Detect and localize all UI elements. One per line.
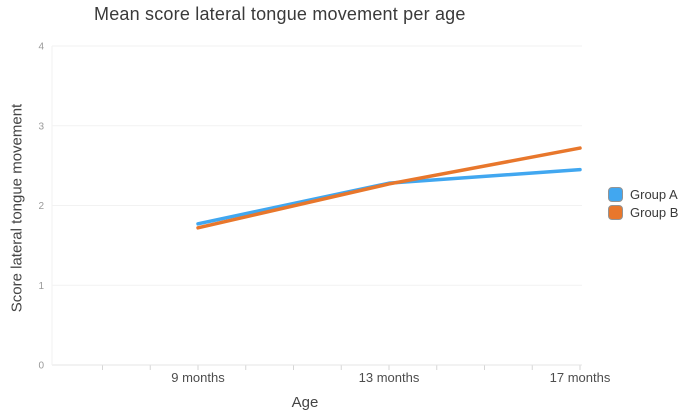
y-tick-label: 4 xyxy=(38,42,44,53)
series-line-group-b[interactable] xyxy=(196,146,582,230)
y-tick-label: 1 xyxy=(38,281,44,292)
x-axis-title: Age xyxy=(291,394,319,411)
legend-label-group-b: Group B xyxy=(630,204,679,220)
legend-label-group-a: Group A xyxy=(630,186,678,202)
y-tick-label: 0 xyxy=(38,361,44,372)
legend-item-group-b[interactable]: Group B xyxy=(608,203,678,221)
legend-item-group-a[interactable]: Group A xyxy=(608,185,678,203)
x-tick-label: 17 months xyxy=(550,370,611,385)
legend: Group A Group B xyxy=(608,185,678,221)
legend-swatch-group-b xyxy=(608,204,623,220)
legend-swatch-group-a xyxy=(608,186,623,202)
y-tick-label: 3 xyxy=(38,121,44,132)
y-tick-label: 2 xyxy=(38,201,44,212)
chart-title: Mean score lateral tongue movement per a… xyxy=(94,4,466,24)
x-tick-label: 13 months xyxy=(359,370,420,385)
x-tick-label: 9 months xyxy=(171,370,225,385)
